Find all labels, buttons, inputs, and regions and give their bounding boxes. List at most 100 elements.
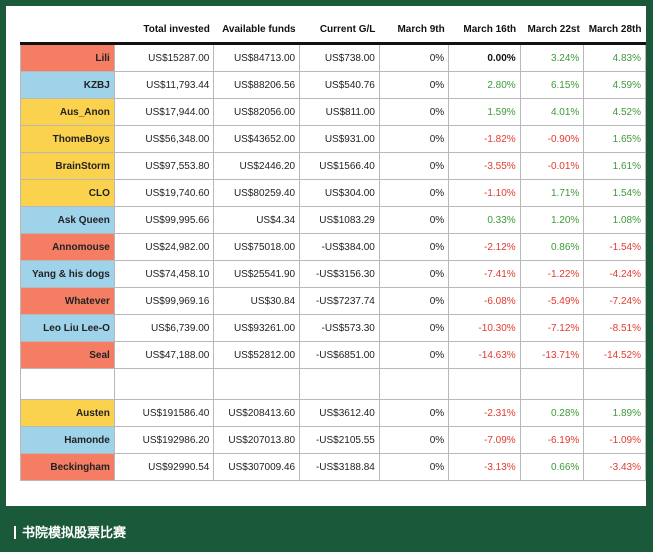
march-16-cell[interactable]: -1.82% (448, 125, 521, 153)
available-funds-cell[interactable]: US$2446.20 (213, 152, 301, 180)
name-cell[interactable]: CLO (20, 179, 115, 207)
total-invested-cell[interactable]: US$6,739.00 (113, 314, 215, 342)
march-22-cell[interactable]: 6.15% (519, 71, 585, 99)
march-28-cell[interactable]: 4.59% (583, 71, 646, 99)
available-funds-cell[interactable]: US$43652.00 (213, 125, 301, 153)
available-funds-cell[interactable]: US$82056.00 (213, 98, 301, 126)
march-16-cell[interactable]: -6.08% (448, 287, 521, 315)
available-funds-cell[interactable]: US$30.84 (213, 287, 301, 315)
march-28-cell[interactable]: -8.51% (583, 314, 646, 342)
total-invested-cell[interactable]: US$47,188.00 (113, 341, 215, 369)
available-funds-cell[interactable]: US$80259.40 (213, 179, 301, 207)
total-invested-cell[interactable]: US$74,458.10 (113, 260, 215, 288)
march-28-cell[interactable]: 1.08% (583, 206, 646, 234)
total-invested-cell[interactable]: US$24,982.00 (113, 233, 215, 261)
march-9-cell[interactable]: 0% (378, 260, 450, 288)
march-9-cell[interactable]: 0% (378, 125, 450, 153)
spacer-cell[interactable] (113, 368, 215, 400)
march-9-cell[interactable]: 0% (378, 43, 450, 72)
name-cell[interactable]: Lili (20, 43, 115, 72)
march-9-cell[interactable]: 0% (378, 179, 450, 207)
name-cell[interactable]: Aus_Anon (20, 98, 115, 126)
current-gl-cell[interactable]: US$811.00 (299, 98, 380, 126)
march-22-cell[interactable]: -1.22% (519, 260, 585, 288)
march-22-cell[interactable]: -13.71% (519, 341, 585, 369)
available-funds-cell[interactable]: US$84713.00 (213, 43, 301, 72)
name-cell[interactable]: Leo Liu Lee-O (20, 314, 115, 342)
march-22-cell[interactable]: -5.49% (519, 287, 585, 315)
total-invested-cell[interactable]: US$99,969.16 (113, 287, 215, 315)
march-16-cell[interactable]: -2.12% (448, 233, 521, 261)
march-9-cell[interactable]: 0% (378, 71, 450, 99)
march-9-cell[interactable]: 0% (378, 152, 450, 180)
march-28-cell[interactable]: -1.54% (583, 233, 646, 261)
march-9-cell[interactable]: 0% (378, 453, 450, 481)
march-16-cell[interactable]: -10.30% (448, 314, 521, 342)
spacer-cell[interactable] (213, 368, 301, 400)
name-cell[interactable]: Seal (20, 341, 115, 369)
spacer-cell[interactable] (583, 368, 646, 400)
total-invested-cell[interactable]: US$191586.40 (113, 399, 215, 427)
name-cell[interactable]: Beckingham (20, 453, 115, 481)
available-funds-cell[interactable]: US$307009.46 (213, 453, 301, 481)
march-9-cell[interactable]: 0% (378, 233, 450, 261)
march-9-cell[interactable]: 0% (378, 98, 450, 126)
march-28-cell[interactable]: -14.52% (583, 341, 646, 369)
name-cell[interactable]: Hamonde (20, 426, 115, 454)
march-28-cell[interactable]: -3.43% (583, 453, 646, 481)
march-28-cell[interactable]: 4.52% (583, 98, 646, 126)
name-cell[interactable]: ThomeBoys (20, 125, 115, 153)
name-cell[interactable]: Annomouse (20, 233, 115, 261)
march-28-cell[interactable]: 1.89% (583, 399, 646, 427)
total-invested-cell[interactable]: US$92990.54 (113, 453, 215, 481)
march-9-cell[interactable]: 0% (378, 287, 450, 315)
available-funds-cell[interactable]: US$88206.56 (213, 71, 301, 99)
total-invested-cell[interactable]: US$17,944.00 (113, 98, 215, 126)
current-gl-cell[interactable]: -US$3156.30 (299, 260, 380, 288)
march-16-cell[interactable]: -3.13% (448, 453, 521, 481)
available-funds-cell[interactable]: US$4.34 (213, 206, 301, 234)
name-cell[interactable]: BrainStorm (20, 152, 115, 180)
march-22-cell[interactable]: 3.24% (519, 43, 585, 72)
march-28-cell[interactable]: 1.61% (583, 152, 646, 180)
spacer-cell[interactable] (448, 368, 521, 400)
march-22-cell[interactable]: 0.66% (519, 453, 585, 481)
total-invested-cell[interactable]: US$11,793.44 (113, 71, 215, 99)
march-16-cell[interactable]: -3.55% (448, 152, 521, 180)
current-gl-cell[interactable]: US$1566.40 (299, 152, 380, 180)
spacer-cell[interactable] (299, 368, 380, 400)
name-cell[interactable]: KZBJ (20, 71, 115, 99)
spacer-cell[interactable] (519, 368, 585, 400)
available-funds-cell[interactable]: US$208413.60 (213, 399, 301, 427)
march-16-cell[interactable]: 2.80% (448, 71, 521, 99)
march-22-cell[interactable]: 4.01% (519, 98, 585, 126)
spacer-cell[interactable] (378, 368, 450, 400)
march-9-cell[interactable]: 0% (378, 314, 450, 342)
current-gl-cell[interactable]: US$738.00 (299, 43, 380, 72)
current-gl-cell[interactable]: US$931.00 (299, 125, 380, 153)
current-gl-cell[interactable]: -US$573.30 (299, 314, 380, 342)
march-28-cell[interactable]: 1.54% (583, 179, 646, 207)
current-gl-cell[interactable]: US$304.00 (299, 179, 380, 207)
march-16-cell[interactable]: -1.10% (448, 179, 521, 207)
march-22-cell[interactable]: 0.28% (519, 399, 585, 427)
march-16-cell[interactable]: -2.31% (448, 399, 521, 427)
total-invested-cell[interactable]: US$99,995.66 (113, 206, 215, 234)
available-funds-cell[interactable]: US$207013.80 (213, 426, 301, 454)
march-22-cell[interactable]: -0.01% (519, 152, 585, 180)
march-22-cell[interactable]: -0.90% (519, 125, 585, 153)
march-22-cell[interactable]: -7.12% (519, 314, 585, 342)
total-invested-cell[interactable]: US$19,740.60 (113, 179, 215, 207)
march-16-cell[interactable]: -14.63% (448, 341, 521, 369)
march-16-cell[interactable]: -7.09% (448, 426, 521, 454)
march-9-cell[interactable]: 0% (378, 341, 450, 369)
current-gl-cell[interactable]: US$1083.29 (299, 206, 380, 234)
march-16-cell[interactable]: 0.33% (448, 206, 521, 234)
march-28-cell[interactable]: -1.09% (583, 426, 646, 454)
spacer-cell[interactable] (20, 368, 115, 400)
current-gl-cell[interactable]: US$3612.40 (299, 399, 380, 427)
total-invested-cell[interactable]: US$15287.00 (113, 43, 215, 72)
march-28-cell[interactable]: 1.65% (583, 125, 646, 153)
current-gl-cell[interactable]: US$540.76 (299, 71, 380, 99)
march-28-cell[interactable]: 4.83% (583, 43, 646, 72)
